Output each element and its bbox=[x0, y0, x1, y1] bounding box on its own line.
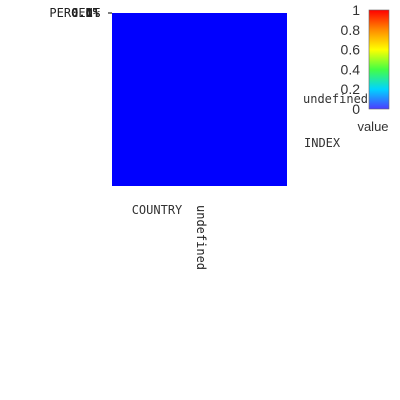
y-axis-title: INDEX bbox=[304, 136, 341, 150]
colorbar-title: value bbox=[357, 119, 388, 134]
x-tick-label: undefined bbox=[194, 205, 208, 270]
heatmap-cell bbox=[112, 13, 287, 186]
colorbar bbox=[369, 10, 389, 109]
y-tick-label-0-0: 0.0% bbox=[71, 6, 101, 20]
colorbar-tick-label: 0.6 bbox=[341, 42, 361, 58]
colorbar-tick-label: 0.4 bbox=[341, 61, 361, 77]
colorbar-tick-label: 1 bbox=[352, 2, 360, 18]
colorbar-tick-label: 0.2 bbox=[341, 81, 361, 97]
x-axis-title: COUNTRY bbox=[132, 203, 183, 217]
colorbar-tick-label: 0 bbox=[352, 101, 360, 117]
colorbar-tick-label: 0.8 bbox=[341, 22, 361, 38]
